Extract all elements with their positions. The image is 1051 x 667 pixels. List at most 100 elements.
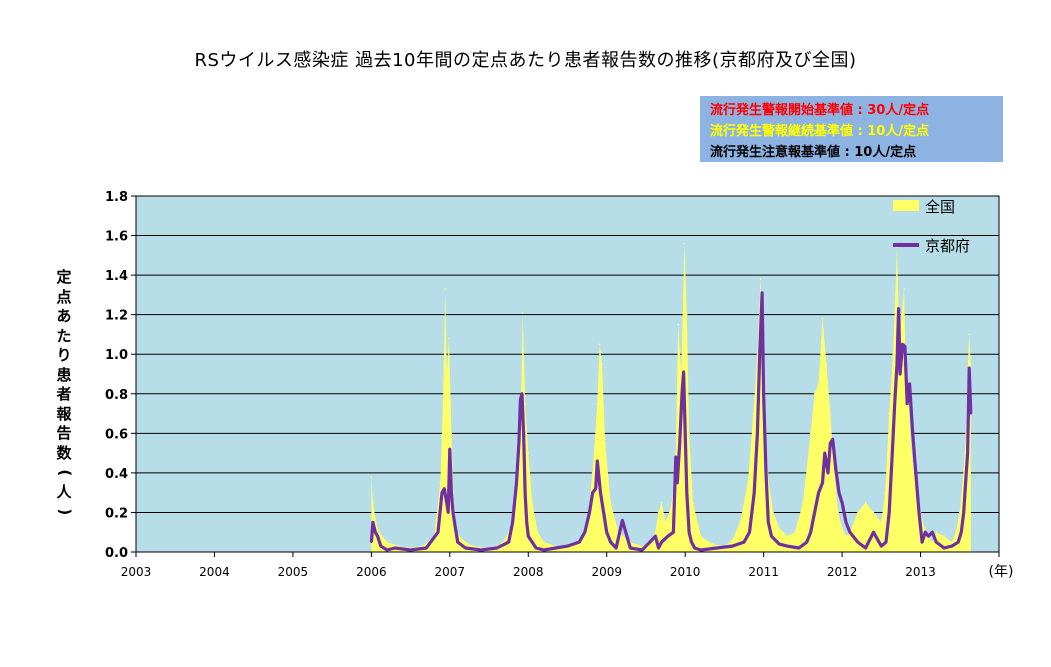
data-point-national [378, 531, 381, 533]
data-point-kyoto [715, 547, 718, 549]
data-point-national [931, 541, 934, 543]
data-point-national [433, 535, 435, 537]
data-point-kyoto [425, 547, 428, 549]
data-point-national [962, 468, 965, 470]
data-point-national [372, 501, 374, 504]
data-point-national [772, 511, 774, 514]
data-point-kyoto [897, 307, 900, 310]
data-point-kyoto [918, 511, 920, 514]
data-point-kyoto [901, 343, 904, 346]
y-tick-label: 0.0 [105, 546, 128, 561]
data-point-kyoto [511, 521, 514, 524]
data-point-national [657, 511, 660, 514]
data-point-kyoto [452, 511, 454, 514]
data-point-national [927, 535, 930, 537]
data-point-kyoto [519, 398, 522, 401]
data-point-kyoto [911, 432, 914, 435]
x-tick-label: 2003 [121, 565, 152, 579]
data-point-kyoto [969, 412, 972, 415]
data-point-national [837, 511, 839, 514]
data-point-national [511, 521, 514, 524]
data-point-kyoto [522, 432, 525, 435]
data-point-kyoto [767, 521, 770, 524]
data-point-national [683, 242, 686, 245]
data-point-kyoto [965, 475, 967, 478]
data-point-national [911, 462, 914, 464]
data-point-kyoto [809, 531, 812, 534]
data-point-kyoto [409, 549, 412, 551]
data-point-national [609, 501, 612, 504]
data-point-kyoto [450, 491, 453, 494]
data-point-kyoto [596, 460, 599, 462]
data-point-kyoto [583, 531, 586, 534]
data-point-national [898, 343, 901, 346]
x-axis-label: (年) [989, 564, 1014, 580]
data-point-kyoto [906, 402, 909, 405]
data-point-national [829, 412, 832, 415]
data-point-kyoto [827, 471, 829, 474]
data-point-kyoto [441, 491, 443, 494]
data-point-national [677, 323, 679, 326]
data-point-national [375, 521, 377, 524]
data-point-national [452, 501, 455, 504]
x-tick-label: 2007 [435, 565, 466, 579]
data-point-kyoto [748, 531, 751, 534]
data-point-kyoto [690, 541, 693, 544]
data-point-kyoto [447, 511, 450, 514]
data-point-kyoto [765, 471, 767, 474]
data-point-national [524, 402, 526, 405]
data-point-national [711, 543, 714, 545]
y-tick-label: 0.8 [105, 388, 128, 403]
data-point-national [888, 412, 890, 415]
data-point-kyoto [891, 452, 894, 455]
data-point-kyoto [761, 291, 764, 294]
data-point-kyoto [864, 547, 867, 549]
data-point-kyoto [762, 392, 765, 395]
data-point-national [923, 527, 926, 530]
data-point-national [739, 521, 741, 524]
legend-label-kyoto: 京都府 [925, 237, 970, 255]
data-point-kyoto [821, 481, 824, 484]
x-tick-label: 2013 [905, 565, 936, 579]
data-point-kyoto [682, 371, 685, 373]
data-point-national [664, 521, 667, 524]
data-point-national [723, 545, 726, 547]
data-point-national [598, 343, 601, 346]
data-point-kyoto [856, 541, 859, 544]
data-point-kyoto [872, 531, 875, 534]
x-tick-label: 2005 [278, 565, 309, 579]
data-point-kyoto [921, 541, 924, 544]
data-point-kyoto [605, 531, 608, 534]
data-point-kyoto [371, 521, 374, 524]
data-point-national [915, 491, 918, 494]
data-point-national [536, 531, 539, 533]
data-point-kyoto [374, 531, 377, 534]
data-point-kyoto [464, 547, 467, 549]
y-tick-label: 1.2 [105, 309, 128, 324]
data-point-kyoto [770, 535, 773, 538]
data-point-kyoto [666, 535, 669, 538]
series-area-national [371, 243, 971, 552]
plot-area [135, 195, 1000, 553]
data-point-kyoto [960, 531, 963, 534]
data-point-national [809, 432, 812, 435]
data-point-kyoto [654, 535, 657, 538]
data-point-kyoto [370, 541, 373, 544]
data-point-national [909, 432, 912, 435]
data-point-kyoto [676, 481, 679, 484]
x-tick-label: 2009 [591, 565, 622, 579]
data-point-national [439, 482, 442, 484]
legend-swatch-national [893, 200, 919, 211]
data-point-national [629, 541, 632, 543]
data-point-national [522, 311, 524, 314]
threshold-legend-box: 流行発生警報開始基準値 : 30人/定点 流行発生警報継続基準値 : 10人/定… [700, 96, 1003, 162]
data-point-kyoto [515, 481, 518, 484]
data-point-kyoto [376, 535, 379, 538]
data-point-national [566, 547, 569, 549]
data-point-kyoto [495, 547, 498, 549]
data-point-kyoto [903, 345, 906, 348]
data-point-kyoto [957, 541, 960, 544]
data-point-kyoto [685, 491, 688, 494]
data-point-national [903, 288, 905, 290]
data-point-national [455, 527, 457, 530]
